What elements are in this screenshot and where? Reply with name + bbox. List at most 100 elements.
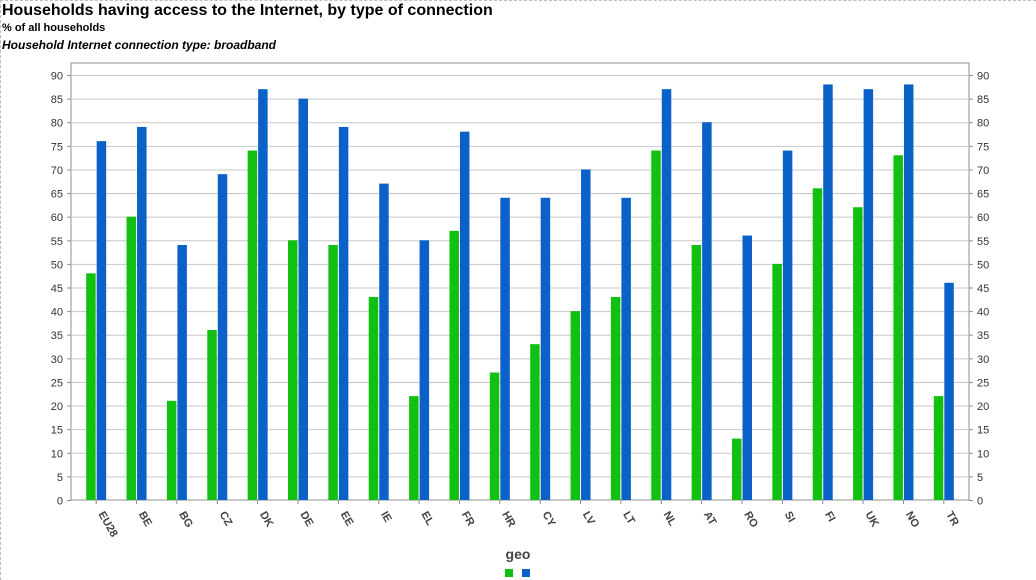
- y-tick-label-left: 50: [51, 259, 63, 271]
- x-tick-label: AT: [701, 510, 718, 528]
- x-tick-label: NL: [661, 510, 679, 529]
- y-tick-label-right: 90: [977, 71, 989, 83]
- bar-series-1: [570, 311, 581, 500]
- y-tick-label-left: 75: [51, 141, 63, 153]
- y-tick-label-right: 70: [977, 165, 989, 177]
- chart-title: Households having access to the Internet…: [2, 2, 493, 19]
- x-tick-label: SI: [782, 510, 798, 525]
- y-tick-label-left: 60: [51, 212, 63, 224]
- y-tick-label-left: 45: [51, 283, 63, 295]
- bar-series-1: [328, 245, 338, 500]
- bar-series-2: [621, 197, 631, 500]
- x-tick-label: EE: [338, 510, 356, 529]
- bar-series-1: [853, 207, 863, 500]
- x-tick-label: FR: [459, 510, 477, 529]
- y-tick-label-right: 0: [977, 496, 983, 508]
- y-tick-label-left: 65: [51, 189, 63, 201]
- y-tick-label-left: 5: [57, 472, 63, 484]
- bar-series-1: [166, 400, 177, 500]
- y-tick-label-left: 90: [51, 71, 63, 83]
- y-tick-label-right: 65: [977, 189, 989, 201]
- bar-series-2: [581, 169, 591, 500]
- y-tick-label-right: 20: [977, 401, 989, 413]
- x-tick-label: LT: [620, 510, 637, 527]
- x-tick-label: RO: [741, 510, 760, 531]
- y-tick-label-left: 15: [51, 425, 63, 437]
- y-tick-label-right: 40: [977, 307, 989, 319]
- bar-series-1: [530, 344, 540, 500]
- x-tick-label: DE: [297, 510, 315, 529]
- bar-series-1: [610, 296, 621, 500]
- y-tick-label-right: 10: [977, 448, 989, 460]
- bar-series-2: [298, 98, 308, 500]
- legend-title: geo: [505, 546, 531, 562]
- bar-series-2: [258, 89, 268, 501]
- y-tick-label-right: 80: [977, 118, 989, 130]
- y-tick-label-left: 20: [51, 401, 63, 413]
- bar-series-2: [177, 245, 187, 500]
- bar-series-1: [449, 230, 459, 501]
- bar-series-1: [691, 245, 702, 500]
- bar-series-2: [217, 174, 228, 500]
- bar-series-1: [732, 438, 742, 500]
- y-tick-label-left: 0: [57, 496, 63, 508]
- bar-series-2: [944, 282, 954, 500]
- y-tick-label-left: 70: [51, 165, 63, 177]
- x-tick-label: IE: [378, 510, 394, 525]
- y-tick-label-left: 55: [51, 236, 63, 248]
- frame-top-border: [0, 0, 1036, 1]
- bar-series-2: [661, 89, 672, 501]
- plot-area: [70, 62, 970, 501]
- bar-series-2: [863, 89, 874, 501]
- x-tick-label: CZ: [217, 510, 235, 529]
- bar-series-2: [742, 235, 752, 501]
- x-tick-label: LV: [580, 510, 597, 528]
- y-tick-label-left: 30: [51, 354, 63, 366]
- y-tick-label-right: 50: [977, 259, 989, 271]
- y-tick-label-right: 60: [977, 212, 989, 224]
- bar-series-1: [812, 188, 823, 501]
- bar-series-1: [247, 150, 258, 501]
- x-tick-label: UK: [862, 510, 880, 530]
- bar-series-1: [651, 150, 661, 501]
- y-tick-label-right: 85: [977, 94, 989, 106]
- x-tick-label: EU28: [96, 510, 120, 540]
- y-tick-label-left: 10: [51, 448, 63, 460]
- x-tick-label: NO: [903, 510, 922, 531]
- x-tick-label: DK: [257, 510, 275, 530]
- bar-series-2: [137, 126, 147, 500]
- bar-series-1: [933, 396, 944, 500]
- bar-series-1: [893, 155, 903, 500]
- bar-series-2: [379, 183, 389, 500]
- bar-series-2: [459, 131, 470, 500]
- chart-subtitle: % of all households: [2, 22, 106, 34]
- bar-series-2: [96, 141, 107, 500]
- bar-series-1: [288, 240, 298, 500]
- y-tick-label-left: 25: [51, 377, 63, 389]
- y-tick-label-right: 75: [977, 141, 989, 153]
- x-tick-label: BG: [176, 510, 195, 530]
- y-tick-label-right: 45: [977, 283, 989, 295]
- legend: [505, 569, 530, 577]
- x-tick-label: HR: [499, 510, 517, 530]
- bar-series-1: [126, 216, 137, 500]
- y-tick-label-right: 15: [977, 425, 989, 437]
- bar-series-2: [500, 197, 510, 500]
- y-tick-label-right: 25: [977, 377, 989, 389]
- y-tick-label-right: 30: [977, 354, 989, 366]
- bar-series-2: [540, 197, 551, 500]
- x-tick-label: BE: [136, 510, 154, 529]
- y-tick-label-right: 55: [977, 236, 989, 248]
- bar-series-2: [823, 84, 833, 500]
- bar-series-2: [338, 126, 349, 500]
- bar-series-1: [86, 273, 96, 500]
- x-tick-label: CY: [540, 510, 558, 530]
- bar-series-1: [772, 263, 782, 500]
- bar-series-2: [782, 150, 793, 501]
- x-tick-label: FI: [822, 510, 837, 524]
- bar-series-2: [702, 122, 712, 500]
- y-tick-label-left: 85: [51, 94, 63, 106]
- frame-left-border: [0, 0, 1, 580]
- bar-series-2: [419, 240, 430, 500]
